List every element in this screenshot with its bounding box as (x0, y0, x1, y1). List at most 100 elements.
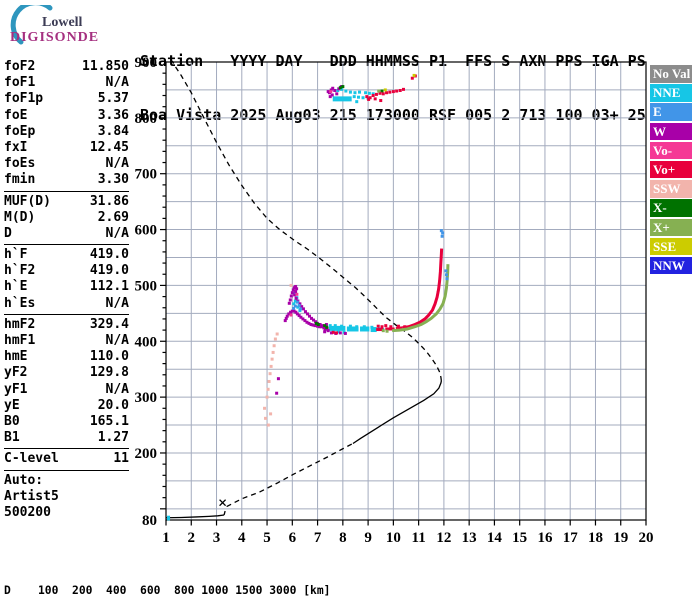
param-row: h`F2 419.0 (4, 263, 129, 279)
legend-item-nnw: NNW (650, 256, 692, 275)
param-value: 419.0 (89, 247, 129, 263)
legend-item-label: NNE (653, 85, 681, 101)
param-value: N/A (105, 295, 129, 311)
svg-text:2: 2 (188, 530, 196, 546)
param-row: h`Es N/A (4, 296, 129, 312)
param-row: Auto: (4, 473, 129, 489)
param-row: foF1 N/A (4, 75, 129, 91)
param-row: B1 1.27 (4, 430, 129, 446)
footer-distance-row: D 100 200 400 600 800 1000 1500 3000 [km… (4, 584, 331, 597)
param-label: yF1 (4, 381, 28, 397)
svg-text:700: 700 (135, 167, 158, 183)
param-row: foEp 3.84 (4, 124, 129, 140)
param-row: hmF2 329.4 (4, 317, 129, 333)
param-label: h`E (4, 279, 28, 295)
svg-text:4: 4 (238, 530, 246, 546)
param-row: yF2 129.8 (4, 365, 129, 381)
legend-item-label: No Val (653, 66, 691, 81)
svg-text:13: 13 (462, 530, 477, 546)
legend-item-label: X- (653, 200, 667, 216)
legend-item-x: X+ (650, 218, 692, 236)
legend-item-nne: NNE (650, 84, 692, 102)
logo-arc-icon (10, 5, 53, 45)
param-row: foF2 11.850 (4, 59, 129, 75)
param-row: foEs N/A (4, 156, 129, 172)
legend-item-e: E (650, 103, 692, 121)
param-label: C-level (4, 451, 59, 467)
param-value: 31.86 (89, 193, 129, 209)
svg-text:18: 18 (588, 530, 603, 546)
param-label: B1 (4, 430, 20, 446)
param-label: foF1p (4, 91, 44, 107)
param-row: yF1 N/A (4, 382, 129, 398)
param-label: foF1 (4, 75, 36, 91)
svg-text:800: 800 (135, 111, 158, 127)
param-row: hmE 110.0 (4, 349, 129, 365)
svg-text:14: 14 (487, 530, 503, 546)
legend-item-label: Vo- (653, 142, 673, 158)
svg-text:300: 300 (135, 390, 158, 406)
param-label: fxI (4, 139, 28, 155)
param-row: h`E 112.1 (4, 279, 129, 295)
param-row: D N/A (4, 226, 129, 242)
param-separator (4, 313, 129, 315)
param-value: 3.30 (97, 172, 129, 188)
param-value: 419.0 (89, 263, 129, 279)
param-value: 2.69 (97, 209, 129, 225)
param-separator (4, 190, 129, 192)
param-label: hmE (4, 349, 28, 365)
param-value: N/A (105, 381, 129, 397)
svg-text:80: 80 (142, 513, 157, 529)
param-row: MUF(D) 31.86 (4, 194, 129, 210)
param-label: foEs (4, 156, 36, 172)
param-row: C-level 11 (4, 451, 129, 467)
logo-digisonde: DIGISONDE (10, 30, 100, 45)
footer: D 100 200 400 600 800 1000 1500 3000 [km… (4, 556, 684, 600)
param-value: 3.36 (97, 107, 129, 123)
legend-item-w: W (650, 122, 692, 141)
param-label: MUF(D) (4, 193, 51, 209)
param-label: h`Es (4, 295, 36, 311)
svg-text:10: 10 (386, 530, 401, 546)
param-separator (4, 244, 129, 246)
param-value: N/A (105, 225, 129, 241)
svg-text:6: 6 (289, 530, 297, 546)
param-label: Auto: (4, 472, 44, 488)
param-label: 500200 (4, 504, 51, 520)
legend-item-label: SSW (653, 181, 681, 197)
legend-item-label: X+ (653, 219, 670, 235)
param-value: 11.850 (82, 59, 129, 74)
param-row: foF1p 5.37 (4, 91, 129, 107)
param-value: 110.0 (89, 349, 129, 365)
param-label: foEp (4, 123, 36, 139)
svg-text:3: 3 (213, 530, 221, 546)
param-row: fmin 3.30 (4, 172, 129, 188)
svg-text:15: 15 (512, 530, 527, 546)
param-value: 112.1 (89, 279, 129, 295)
svg-text:16: 16 (537, 530, 553, 546)
legend-item-label: W (653, 123, 666, 139)
svg-text:20: 20 (639, 530, 654, 546)
param-label: B0 (4, 413, 20, 429)
logo: Lowell DIGISONDE (8, 4, 138, 54)
svg-text:19: 19 (613, 530, 628, 546)
svg-text:5: 5 (263, 530, 271, 546)
param-value: 12.45 (89, 139, 129, 155)
svg-text:600: 600 (135, 223, 158, 239)
param-label: fmin (4, 172, 36, 188)
param-row: 500200 (4, 505, 129, 521)
param-label: foF2 (4, 59, 36, 74)
measurement-header: Station YYYY DAY DDD HHMMSS P1 FFS S AXN… (140, 16, 646, 160)
param-separator (4, 469, 129, 471)
legend-item-noval: No Val (650, 65, 692, 83)
param-row: B0 165.1 (4, 414, 129, 430)
param-value: 1.27 (97, 430, 129, 446)
legend-item-label: SSE (653, 238, 677, 254)
param-value: N/A (105, 333, 129, 348)
legend-item-label: Vo+ (653, 161, 676, 177)
legend-item-label: E (653, 104, 662, 120)
param-row: h`F 419.0 (4, 247, 129, 263)
svg-text:9: 9 (364, 530, 372, 546)
